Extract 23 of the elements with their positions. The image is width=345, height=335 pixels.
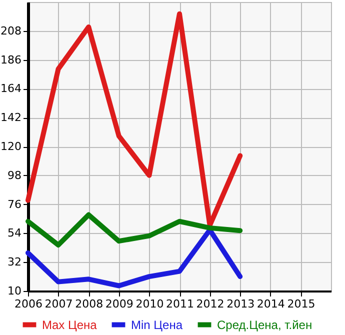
x-tick-label: 2008: [75, 298, 104, 310]
x-tick-label: 2007: [44, 298, 73, 310]
x-tick-label: 2006: [14, 298, 42, 310]
y-tick-label: 208: [0, 24, 22, 38]
y-tick-label: 164: [0, 82, 22, 96]
x-tick-label: 2011: [166, 298, 194, 310]
y-tick-label: 142: [0, 111, 22, 124]
x-tick-label: 2009: [105, 298, 134, 310]
y-tick-label: 32: [8, 256, 22, 269]
legend-label: Min Цена: [131, 318, 183, 332]
x-tick-label: 2015: [287, 298, 316, 310]
y-tick-label: 10: [8, 284, 22, 298]
y-tick-label: 120: [0, 140, 22, 153]
y-tick-label: 186: [0, 53, 22, 66]
x-tick-label: 2012: [196, 298, 224, 310]
x-tick-label: 2010: [136, 298, 164, 310]
y-tick-label: 98: [8, 168, 22, 182]
y-tick-label: 76: [8, 198, 22, 211]
y-tick-label: 54: [8, 226, 22, 240]
x-tick-label: 2014: [256, 298, 285, 310]
legend-label: Сред.Цена, т.йен: [217, 318, 312, 332]
x-tick-label: 2013: [226, 298, 255, 310]
legend-label: Max Цена: [42, 318, 98, 332]
